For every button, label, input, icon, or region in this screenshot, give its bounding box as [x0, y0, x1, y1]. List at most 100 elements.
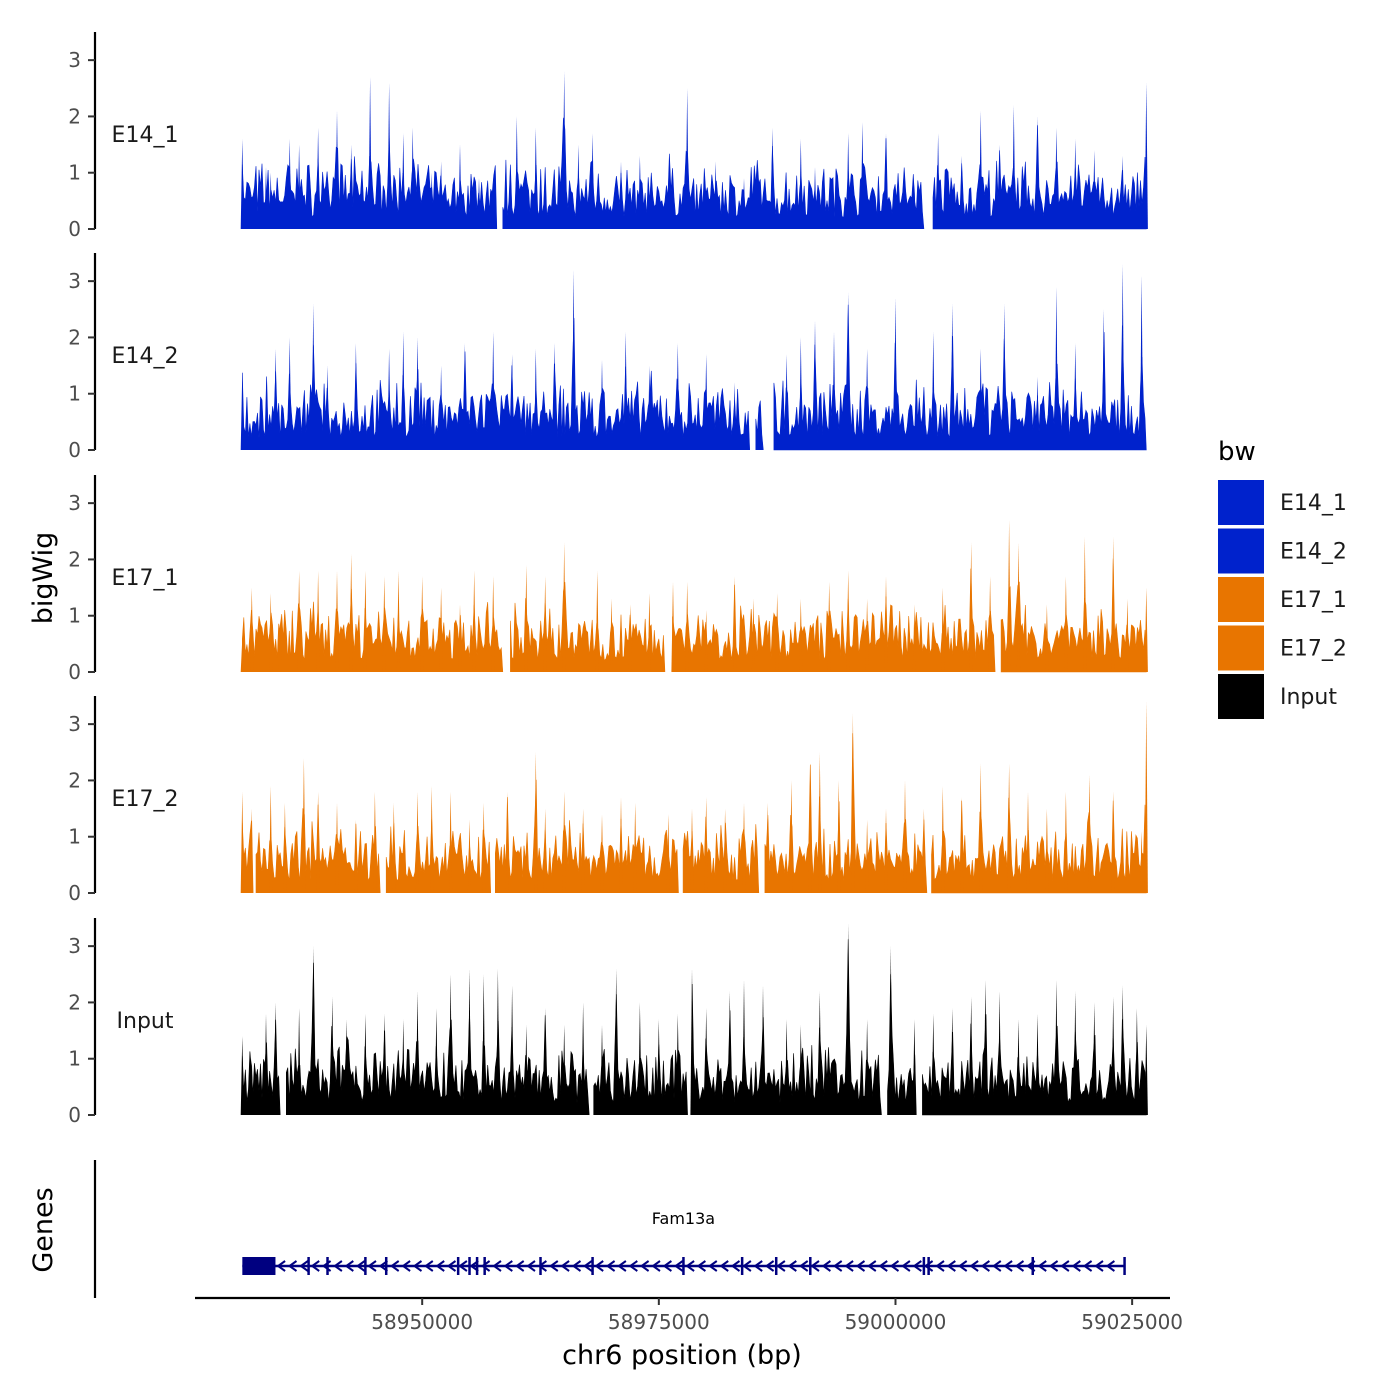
coverage-peak [288, 138, 292, 229]
coverage-peak [983, 979, 987, 1115]
coverage-peak [922, 808, 926, 893]
coverage-peak [1016, 542, 1021, 672]
coverage-peak [543, 1008, 547, 1115]
coverage-peak [751, 598, 756, 672]
x-axis: 58950000 58975000 59000000 59025000 [195, 1296, 1183, 1334]
coverage-peak [1045, 604, 1049, 672]
coverage-peak [884, 808, 888, 893]
strand-arrow [742, 1260, 752, 1272]
strand-arrow [276, 1260, 286, 1272]
coverage-peak [1012, 105, 1016, 229]
coverage-peak [903, 780, 907, 893]
legend-swatch [1218, 528, 1264, 574]
strand-arrow [867, 1260, 877, 1272]
coverage-peak [288, 337, 292, 450]
coverage-peak [302, 757, 306, 893]
coverage-peak [960, 155, 964, 229]
coverage-peak [311, 946, 315, 1115]
coverage-peak [733, 576, 737, 672]
coverage-peak [482, 802, 486, 893]
y-tick-label: 1 [68, 161, 81, 185]
coverage-peak [491, 576, 495, 672]
coverage-tracks: 0 1 2 3 E14_1 0 1 2 3 E14_2 0 1 2 3 E17_1 0 1 2 3 E17_2 0 1 2 3… [68, 32, 1148, 1127]
coverage-peak [941, 786, 945, 893]
coverage-peak [273, 1002, 278, 1115]
coverage-peak [1007, 763, 1011, 893]
strand-arrow [514, 1260, 525, 1272]
y-tick-label: 1 [68, 1047, 81, 1071]
strand-arrow [889, 1260, 900, 1272]
legend-label: E17_2 [1280, 637, 1347, 662]
strand-arrow [787, 1260, 797, 1272]
coverage-peak [799, 1024, 803, 1115]
strand-arrow [651, 1260, 661, 1272]
coverage-peak [1064, 791, 1068, 893]
strand-arrow [321, 1260, 332, 1272]
coverage-area-e17-1 [242, 558, 1147, 673]
coverage-peak [1073, 991, 1077, 1115]
strand-arrow [810, 1260, 820, 1272]
coverage-peak [1092, 150, 1096, 229]
coverage-peak [363, 1013, 367, 1115]
coverage-peak [941, 587, 945, 672]
strand-arrow [1082, 1260, 1093, 1272]
y-tick-label: 3 [68, 48, 81, 72]
coverage-peak [240, 1036, 244, 1115]
coverage-peak [240, 638, 244, 672]
coverage-peak [524, 565, 528, 672]
strand-arrow [503, 1260, 513, 1272]
y-tick-label: 1 [68, 825, 81, 849]
coverage-peak [439, 365, 443, 450]
coverage-peak [979, 763, 983, 893]
coverage-peak [785, 1019, 789, 1115]
coverage-peak [865, 819, 869, 893]
y-tick-label: 2 [68, 990, 81, 1014]
coverage-peak [240, 371, 244, 450]
strand-arrow [730, 1260, 741, 1272]
coverage-peak [335, 570, 339, 672]
x-tick-label: 59025000 [1081, 1310, 1183, 1334]
gene-utr-block [242, 1257, 276, 1275]
strand-arrow [753, 1260, 763, 1272]
coverage-area-input [242, 939, 1147, 1116]
coverage-peak [363, 570, 367, 672]
coverage-peak [430, 786, 434, 893]
strand-arrow [821, 1260, 831, 1272]
coverage-peak [316, 127, 320, 229]
coverage-peak [676, 343, 680, 450]
strand-arrow [537, 1260, 547, 1272]
y-tick-label: 0 [68, 881, 81, 905]
legend-swatch [1218, 674, 1264, 719]
coverage-peak [1121, 985, 1125, 1115]
strand-arrow [1014, 1260, 1025, 1272]
x-tick-label: 58975000 [608, 1310, 710, 1334]
track-e14-1: 0 1 2 3 E14_1 [68, 32, 1148, 241]
coverage-peak [851, 712, 855, 893]
coverage-peak [534, 127, 538, 229]
legend-swatch [1218, 480, 1264, 525]
y-tick-label: 1 [68, 382, 81, 406]
coverage-peak [316, 791, 320, 893]
strand-arrow [389, 1260, 400, 1272]
coverage-peak [912, 184, 916, 229]
coverage-peak [704, 1008, 708, 1115]
strand-arrow [583, 1260, 593, 1272]
coverage-peak [510, 354, 514, 450]
coverage-peak [510, 985, 514, 1115]
coverage-peak [335, 110, 339, 229]
strand-arrow [571, 1260, 582, 1272]
coverage-peak [396, 570, 401, 672]
coverage-peak [595, 570, 599, 672]
coverage-peak [785, 354, 789, 450]
strand-arrow [912, 1260, 922, 1272]
coverage-peak [761, 985, 765, 1115]
coverage-peak [415, 991, 420, 1115]
strand-arrow [412, 1260, 423, 1272]
coverage-peak [562, 542, 566, 672]
coverage-peak [1125, 598, 1129, 672]
coverage-peak [1111, 791, 1115, 893]
coverage-peak [297, 1008, 301, 1115]
coverage-peak [283, 802, 287, 893]
coverage-peak [1144, 701, 1148, 893]
coverage-peak [401, 1019, 405, 1115]
